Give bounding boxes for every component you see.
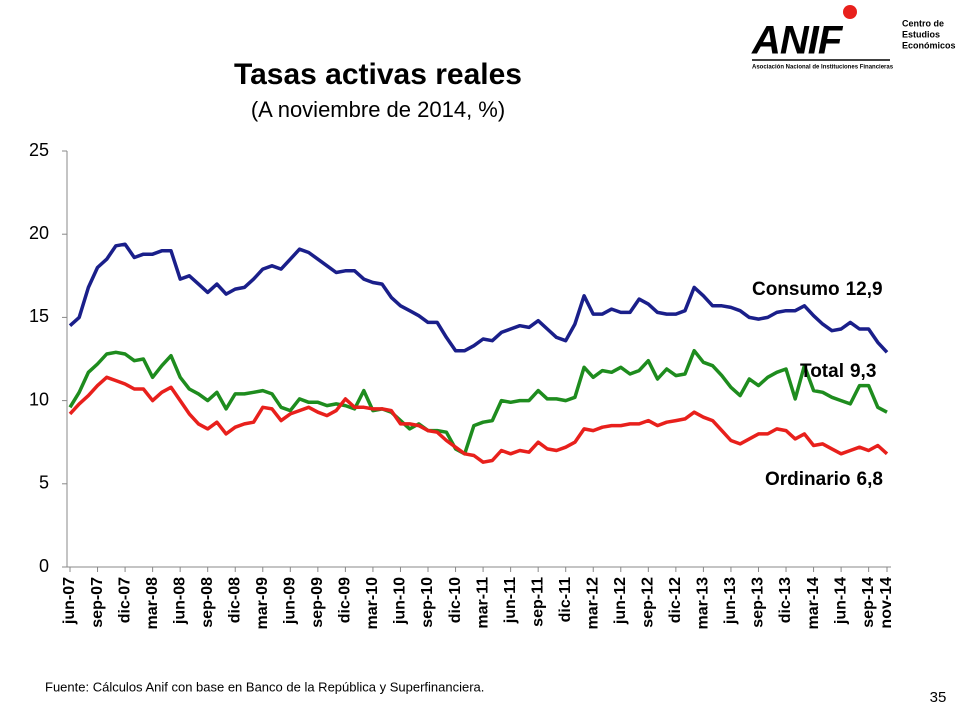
series-line	[68, 375, 889, 464]
x-tick-label: dic-13	[777, 577, 794, 623]
y-tick-label: 15	[29, 306, 49, 326]
x-tick-label: sep-11	[529, 577, 546, 627]
x-tick-label: mar-11	[474, 577, 491, 629]
series-line	[68, 242, 889, 354]
x-tick-label: jun-12	[612, 577, 629, 625]
x-tick-label: jun-09	[282, 577, 299, 625]
logo-mark: ANIF	[751, 19, 844, 63]
x-tick-label: mar-13	[695, 577, 712, 630]
x-tick-label: jun-10	[392, 577, 409, 625]
x-tick-label: dic-08	[226, 577, 243, 623]
series-name: Ordinario	[765, 469, 851, 490]
end-value-label: 6,8	[857, 469, 883, 490]
logo-name: Asociación Nacional de Instituciones Fin…	[752, 65, 894, 71]
logo-unit: Económicos	[902, 40, 956, 50]
x-tick-label: jun-07	[61, 577, 78, 625]
x-tick-label: mar-10	[364, 577, 381, 630]
x-tick-label: dic-07	[116, 577, 133, 623]
x-tick-label: dic-09	[337, 577, 354, 623]
x-tick-label: dic-11	[557, 577, 574, 622]
x-tick-label: sep-09	[309, 577, 326, 628]
x-tick-label: sep-12	[640, 577, 657, 628]
end-value-label: 9,3	[850, 361, 876, 382]
x-tick-label: mar-09	[254, 577, 271, 630]
x-tick-label: mar-14	[805, 577, 822, 630]
end-value-label: 12,9	[846, 279, 883, 300]
x-tick-label: sep-14	[860, 577, 877, 628]
y-tick-label: 20	[29, 223, 49, 243]
x-tick-label: sep-08	[199, 577, 216, 628]
logo-unit: Estudios	[902, 29, 940, 39]
series-label: Consumo 12,9	[752, 279, 883, 300]
series-name: Consumo	[752, 279, 840, 300]
x-tick-label: nov-14	[878, 577, 895, 629]
series-name: Total	[800, 361, 844, 382]
page-number: 35	[930, 689, 947, 706]
x-tick-label: sep-10	[419, 577, 436, 628]
x-tick-label: dic-12	[667, 577, 684, 623]
y-tick-label: 5	[39, 473, 49, 493]
x-tick-label: dic-10	[447, 577, 464, 623]
source-note: Fuente: Cálculos Anif con base en Banco …	[45, 679, 484, 694]
x-tick-label: mar-12	[584, 577, 601, 630]
chart-title: Tasas activas reales	[234, 58, 522, 91]
series-label: Total 9,3	[800, 361, 876, 382]
chart-subtitle: (A noviembre de 2014, %)	[251, 97, 505, 122]
y-tick-label: 0	[39, 556, 49, 576]
series-label: Ordinario 6,8	[765, 469, 883, 490]
y-tick-label: 25	[29, 140, 49, 160]
series-line	[68, 348, 888, 456]
logo-dot	[843, 5, 857, 19]
x-tick-label: jun-13	[722, 577, 739, 625]
x-tick-label: mar-08	[144, 577, 161, 630]
x-tick-label: jun-11	[502, 577, 519, 624]
logo-unit: Centro de	[902, 18, 944, 28]
x-tick-label: sep-07	[89, 577, 106, 628]
y-tick-label: 10	[29, 389, 49, 409]
x-tick-label: jun-14	[832, 577, 849, 625]
x-tick-label: sep-13	[750, 577, 767, 628]
x-tick-label: jun-08	[171, 577, 188, 625]
